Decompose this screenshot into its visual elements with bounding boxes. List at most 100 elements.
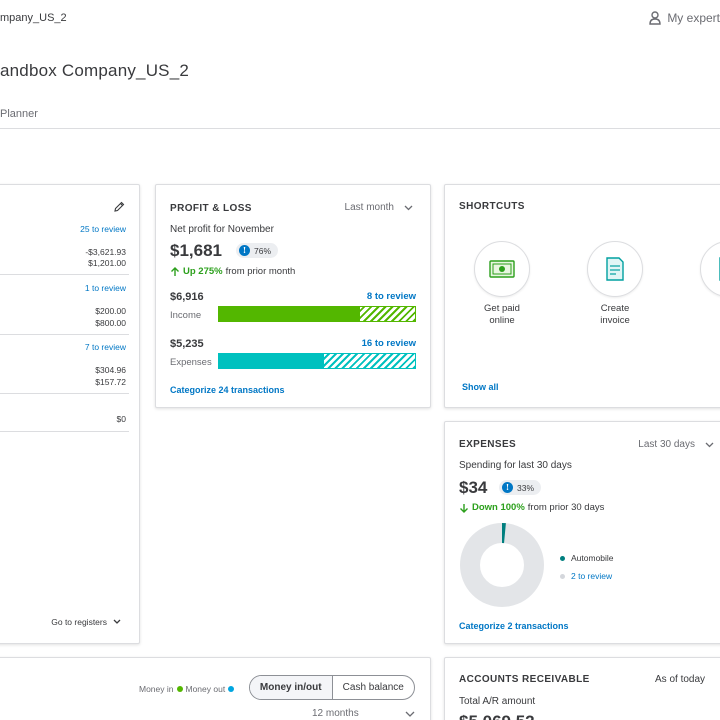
shortcut-create-invoice[interactable]: Create invoice [575,241,655,327]
books-balance: $1,201.00 [88,258,126,268]
trend-indicator: Down 100% from prior 30 days [459,502,604,513]
expenses-label: Expenses [170,357,212,368]
page-title: andbox Company_US_2 [0,61,190,80]
money-out-label: Money out [185,684,226,694]
categorize-transactions-link[interactable]: Categorize 24 transactions [170,385,285,395]
shortcut-label-line: Get paid [484,303,520,314]
shortcut-label: Create invoice [575,303,655,327]
bank-balance: $200.00 [95,306,126,316]
period-label: Last 30 days [638,439,695,450]
legend-item-to-review[interactable]: 2 to review [560,571,612,581]
money-legend: Money in Money out [139,684,235,694]
ar-amount: $5,069.52 [459,712,535,720]
shortcut-label-line: exp [688,315,720,327]
info-icon: ! [239,245,250,256]
trend-value: Up 275% [183,266,223,277]
my-experts-button[interactable]: My expert [649,11,720,25]
invoice-icon [606,257,624,281]
income-review-link[interactable]: 8 to review [366,291,416,302]
net-profit-subtitle: Net profit for November [170,224,274,235]
period-label: Last month [344,202,394,213]
top-bar: mpany_US_2 My expert [0,0,720,40]
bank-balance: $304.96 [95,365,126,375]
cash-flow-card: Money in Money out Money in/out Cash bal… [0,657,431,720]
company-name[interactable]: mpany_US_2 [0,12,67,24]
categorize-transactions-link[interactable]: Categorize 2 transactions [459,621,569,631]
bank-balance: $0 [116,414,126,424]
income-amount: $6,916 [170,291,204,303]
legend-dot [560,573,565,579]
trend-value: Down 100% [472,502,525,513]
expenses-bar[interactable] [218,353,416,369]
as-of-label: As of today [655,674,706,685]
shortcut-label: Re exp [688,303,720,327]
spending-subtitle: Spending for last 30 days [459,460,572,471]
period-dropdown[interactable]: Last month [345,202,413,213]
income-bar[interactable] [218,306,416,322]
accounts-receivable-card: ACCOUNTS RECEIVABLE As of today Total A/… [444,657,720,720]
my-experts-label: My expert [667,11,720,25]
expenses-review-link[interactable]: 16 to review [361,338,416,349]
card-title: PROFIT & LOSS [170,203,252,214]
divider [0,393,129,394]
toggle-money-in-out[interactable]: Money in/out [250,676,333,699]
shortcut-circle [587,241,643,297]
shortcut-circle [700,241,720,297]
chevron-down-icon [705,442,714,447]
net-profit-amount: $1,681 [170,241,222,260]
bank-row-review-link[interactable]: 7 to review [84,342,126,352]
legend-item-automobile[interactable]: Automobile [560,553,614,563]
tab-planner[interactable]: Planner [0,108,38,120]
shortcuts-card: SHORTCUTS Get paid online Create invoic [444,184,720,408]
books-balance: $157.72 [95,377,126,387]
cash-flow-toggle: Money in/out Cash balance [249,675,415,700]
money-bill-icon [489,260,515,278]
donut-segment-automobile [460,523,544,607]
badge-value: 76% [254,245,272,256]
card-title: SHORTCUTS [459,201,525,212]
pencil-icon[interactable] [113,201,125,213]
percent-badge[interactable]: ! 76% [236,243,279,258]
show-all-link[interactable]: Show all [462,382,499,392]
shortcut-circle [474,241,530,297]
shortcut-label-line: Re [688,303,720,315]
income-label: Income [170,310,202,321]
shortcut-get-paid-online[interactable]: Get paid online [462,241,542,327]
bank-row-review-link[interactable]: 1 to review [84,283,126,293]
ar-subtitle: Total A/R amount [459,696,536,707]
shortcut-label: Get paid online [462,303,542,327]
bank-accounts-card: 25 to review -$3,621.93 $1,201.00 1 to r… [0,184,140,644]
range-label: 12 months [312,708,359,719]
legend-dot [560,555,565,561]
chevron-down-icon [113,619,121,624]
income-bar-reviewed [218,306,359,322]
income-bar-to-review [359,306,416,322]
spending-amount: $34 [459,478,488,497]
divider [0,334,129,335]
expenses-amount: $5,235 [170,338,204,350]
go-to-registers-dropdown[interactable]: Go to registers [51,617,121,627]
expenses-bar-to-review [323,353,416,369]
money-in-label: Money in [139,684,174,694]
shortcut-record-expense[interactable]: Re exp [688,241,720,327]
books-balance: $800.00 [95,318,126,328]
money-in-dot [176,686,183,692]
expenses-donut-chart[interactable] [460,523,544,607]
badge-value: 33% [517,482,535,493]
arrow-up-icon [171,266,179,276]
shortcut-label-line: online [489,315,515,326]
card-title: ACCOUNTS RECEIVABLE [459,674,590,685]
bank-balance: -$3,621.93 [85,247,126,257]
go-to-registers-label: Go to registers [51,617,107,627]
trend-indicator: Up 275% from prior month [170,266,295,277]
money-out-dot [228,686,235,692]
trend-text: from prior month [225,266,296,277]
bank-row-review-link[interactable]: 25 to review [80,224,126,234]
percent-badge[interactable]: ! 33% [499,480,542,495]
info-icon: ! [502,482,513,493]
period-dropdown[interactable]: Last 30 days [638,439,714,450]
card-title: EXPENSES [459,439,517,450]
range-dropdown[interactable]: 12 months [312,708,415,719]
expenses-bar-reviewed [218,353,323,369]
toggle-cash-balance[interactable]: Cash balance [342,682,404,693]
